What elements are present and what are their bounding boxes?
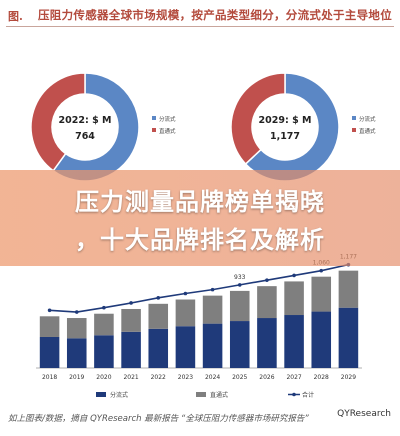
banner-line-2: ，十大品牌排名及解析 — [75, 226, 325, 254]
x-tick-label: 2025 — [232, 374, 247, 381]
total-line-point-2024 — [210, 287, 215, 292]
total-line-point-2026 — [265, 278, 269, 282]
legend-swatch — [196, 392, 206, 397]
bar-split-2019 — [66, 338, 87, 368]
bar-direct-2025 — [229, 290, 250, 322]
bar-split-2026 — [257, 318, 277, 368]
figure-header: 图. 压阻力传感器全球市场规模，按产品类型细分，分流式处于主导地位 — [0, 0, 400, 30]
x-tick-label: 2018 — [42, 374, 57, 381]
donut-center-label: 2022: $ M — [59, 115, 112, 126]
legend-label: 合计 — [302, 391, 314, 399]
legend-label: 分流式 — [359, 115, 376, 123]
bar-direct-2026 — [257, 286, 277, 319]
donut-hole — [253, 95, 317, 159]
bar-direct-2029 — [338, 270, 359, 308]
legend-label: 直通式 — [359, 127, 376, 135]
legend-label: 直通式 — [210, 391, 228, 399]
bar-direct-2018 — [39, 316, 60, 337]
bar-split-2021 — [121, 331, 141, 368]
bar-direct-2027 — [284, 281, 304, 316]
bar-direct-2021 — [121, 308, 141, 332]
watermark: QYResearch — [334, 408, 394, 420]
bar-direct-2020 — [94, 313, 114, 336]
x-tick-label: 2022 — [151, 374, 166, 381]
total-line — [49, 263, 349, 313]
legend-swatch — [152, 116, 156, 120]
donut-center-value: 764 — [75, 131, 95, 142]
total-line-point-2018 — [47, 308, 52, 313]
legend-swatch — [96, 392, 106, 397]
x-tick-label: 2024 — [205, 374, 220, 381]
header-rule — [6, 26, 394, 27]
bar-split-2025 — [229, 321, 250, 368]
total-line-point-2022 — [156, 296, 161, 300]
legend-line-marker — [292, 392, 296, 397]
source-note: 如上图表/数据，摘自 QYResearch 最新报告 “全球压阻力传感器市场研究… — [8, 414, 309, 424]
bar-direct-2019 — [66, 318, 87, 339]
bar-direct-2028 — [311, 276, 332, 312]
x-tick-label: 2027 — [286, 374, 301, 381]
total-line-point-2021 — [129, 301, 133, 305]
title-banner: 压力测量品牌榜单揭晓 ，十大品牌排名及解析 — [0, 170, 400, 266]
donut-slice-direct — [30, 72, 86, 172]
data-label-2025: 933 — [234, 274, 246, 281]
bar-split-2023 — [175, 326, 196, 368]
bar-direct-2024 — [202, 295, 223, 324]
bar-direct-2022 — [148, 303, 169, 329]
bar-split-2020 — [94, 335, 114, 368]
figure-title: 压阻力传感器全球市场规模，按产品类型细分，分流式处于主导地位 — [38, 8, 392, 22]
total-line-point-2027 — [292, 273, 296, 278]
donut-slice-direct — [230, 72, 286, 166]
bar-split-2022 — [148, 328, 169, 368]
x-tick-label: 2019 — [69, 374, 84, 381]
banner-line-1: 压力测量品牌榜单揭晓 — [75, 188, 325, 216]
figure-tag: 图. — [8, 10, 23, 23]
x-tick-label: 2026 — [259, 374, 274, 381]
bar-split-2028 — [311, 311, 332, 368]
x-tick-label: 2020 — [96, 374, 111, 381]
bar-split-2027 — [284, 315, 304, 368]
bar-direct-2023 — [175, 299, 196, 327]
legend-swatch — [352, 116, 356, 120]
total-line-point-2028 — [319, 268, 324, 273]
donut-center-value: 1,177 — [270, 131, 300, 142]
bar-split-2024 — [202, 323, 223, 368]
legend-label: 直通式 — [159, 127, 176, 135]
legend-label: 分流式 — [159, 115, 176, 123]
legend-swatch — [352, 128, 356, 132]
total-line-point-2023 — [183, 291, 188, 296]
x-tick-label: 2021 — [123, 374, 138, 381]
donut-center-label: 2029: $ M — [259, 115, 312, 126]
legend-swatch — [152, 128, 156, 132]
donut-hole — [53, 95, 117, 159]
total-line-point-2019 — [74, 310, 79, 314]
bar-split-2029 — [338, 307, 359, 368]
x-tick-label: 2028 — [314, 374, 329, 381]
legend-label: 分流式 — [110, 391, 128, 399]
total-line-point-2025 — [237, 283, 242, 287]
bar-split-2018 — [39, 336, 60, 368]
total-line-point-2020 — [102, 305, 106, 310]
x-tick-label: 2029 — [341, 374, 356, 381]
x-tick-label: 2023 — [178, 374, 193, 381]
